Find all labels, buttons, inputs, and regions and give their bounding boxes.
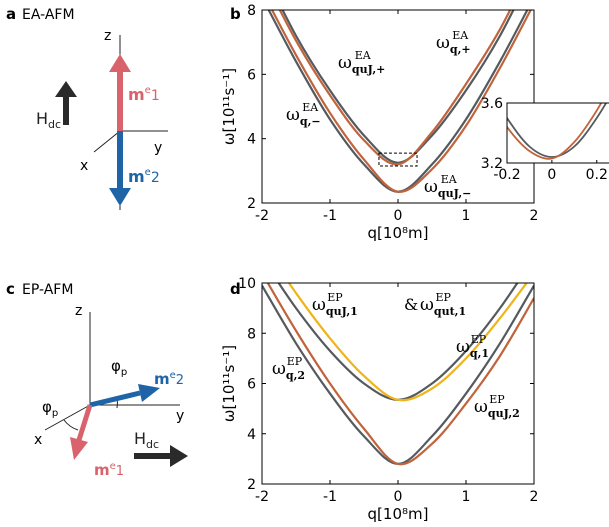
sketch-a-m2-arrow <box>109 131 131 206</box>
x-tick-label: 0 <box>394 208 403 224</box>
sketch-a-m2-label: me2 <box>128 167 160 186</box>
sketch-a-y-label: y <box>154 140 162 156</box>
x-tick-label: 1 <box>462 208 471 224</box>
sketch-c-m2-arrow <box>89 384 160 408</box>
inset-x-tick-label: 0.2 <box>586 167 608 183</box>
inset-y-tick-label: 3.6 <box>481 96 503 112</box>
plot-frame <box>261 282 535 485</box>
panel-b: b -2 -1 0 1 2 2 4 6 8 q[10⁸m] ω[10¹¹s⁻¹] ωq,+EA ωq,−… <box>220 3 609 242</box>
y-tick-label: 8 <box>247 3 256 19</box>
y-tick-label: 2 <box>247 477 256 493</box>
sketch-c-z-label: z <box>75 303 82 319</box>
y-tick-label: 4 <box>247 132 256 148</box>
panel-d: d -2 -1 0 1 2 2 4 6 8 10 q[10⁸m] ω[10¹¹s⁻¹] ωquJ,1EP… <box>220 276 539 523</box>
y-axis-label: ω[10¹¹s⁻¹] <box>220 345 238 422</box>
inset-chart: -0.2 0 0.2 3.2 3.6 <box>481 96 609 183</box>
sketch-a-x-axis <box>93 130 121 153</box>
label-omega-quj-1: ωquJ,1EP <box>312 291 358 318</box>
y-tick-label: 4 <box>247 427 256 443</box>
y-tick-label: 6 <box>247 67 256 83</box>
sketch-a-field-label: Hdc <box>36 109 61 131</box>
x-axis-label: q[10⁸m] <box>368 224 429 242</box>
sketch-a-z-label: z <box>104 28 111 44</box>
label-omega-quj-plus: ωquJ,+EA <box>338 49 385 76</box>
label-omega-q-minus: ωq,−EA <box>286 101 321 128</box>
sketch-c-angle-label-1: φp <box>111 357 127 378</box>
sketch-c-m2-label: me2 <box>154 370 184 388</box>
sketch-c-angle-arc-2 <box>63 419 79 431</box>
x-tick-label: 2 <box>530 489 539 505</box>
series-line-3 <box>266 283 534 466</box>
inset-series-line-1 <box>507 103 603 160</box>
x-axis-label: q[10⁸m] <box>368 505 429 523</box>
sketch-a-x-label: x <box>80 158 88 174</box>
panel-letter-b: b <box>230 5 241 23</box>
inset-x-tick-label: -0.2 <box>493 167 520 183</box>
x-tick-label: -2 <box>255 208 269 224</box>
sketch-a-field-arrow <box>55 81 77 125</box>
label-omega-q-plus: ωq,+EA <box>436 29 471 56</box>
sketch-a-m1-arrow <box>109 54 131 131</box>
chart-b: -2 -1 0 1 2 2 4 6 8 q[10⁸m] ω[10¹¹s⁻¹] ωq,+EA ωq,−EA… <box>220 3 609 242</box>
sketch-c-x-axis <box>44 404 91 431</box>
panel-letter-a: a <box>6 5 16 23</box>
series-line-3 <box>270 10 532 193</box>
sketch-c-m1-arrow <box>70 404 93 460</box>
series-line-1 <box>278 10 512 166</box>
label-omega-quj-2: ωquJ,2EP <box>474 393 520 420</box>
x-tick-label: -1 <box>323 489 337 505</box>
sketch-c-field-label: Hdc <box>134 429 159 451</box>
sketch-c-x-label: x <box>34 432 42 448</box>
series-group <box>267 10 532 193</box>
y-tick-label: 10 <box>238 276 256 292</box>
x-tick-label: 2 <box>530 208 539 224</box>
x-tick-label: 0 <box>394 489 403 505</box>
sketch-a-m1-label: me1 <box>128 85 160 104</box>
sketch-c-angle-label-2: φp <box>42 398 58 419</box>
y-tick-label: 2 <box>247 196 256 212</box>
inset-background <box>507 103 609 163</box>
x-tick-label: 1 <box>462 489 471 505</box>
label-ampersand: & <box>404 295 418 314</box>
y-axis-label: ω[10¹¹s⁻¹] <box>220 68 238 145</box>
inset-frame <box>506 102 609 164</box>
x-tick-label: -1 <box>323 208 337 224</box>
panel-c: c EP-AFM z y x φp φp me2 me1 Hdc <box>6 280 188 479</box>
label-omega-q-1: ωq,1EP <box>456 333 489 360</box>
panel-title-a: EA-AFM <box>22 7 75 23</box>
inset-x-tick-label: 0 <box>547 167 556 183</box>
label-omega-quj-minus: ωquJ,−EA <box>424 173 471 200</box>
y-tick-label: 6 <box>247 377 256 393</box>
inset-y-tick-label: 3.2 <box>481 156 503 172</box>
x-tick-label: -2 <box>255 489 269 505</box>
series-group <box>262 283 534 466</box>
series-line-1 <box>287 283 528 402</box>
label-omega-q-2: ωq,2EP <box>272 355 305 382</box>
sketch-c-y-label: y <box>176 408 184 424</box>
zoom-region-box <box>378 152 418 167</box>
series-line-0 <box>281 10 515 164</box>
label-omega-qut-1: ωqut,1EP <box>420 291 466 318</box>
inset-series-group <box>507 103 608 160</box>
panel-title-c: EP-AFM <box>22 282 73 298</box>
sketch-c-field-arrow <box>134 445 188 467</box>
panel-letter-c: c <box>6 280 15 298</box>
sketch-c-m1-label: me1 <box>94 461 124 479</box>
inset-series-line-0 <box>507 103 608 158</box>
panel-a: a EA-AFM z y x Hdc me1 me2 <box>6 5 168 210</box>
panel-letter-d: d <box>230 280 241 298</box>
y-tick-label: 8 <box>247 326 256 342</box>
